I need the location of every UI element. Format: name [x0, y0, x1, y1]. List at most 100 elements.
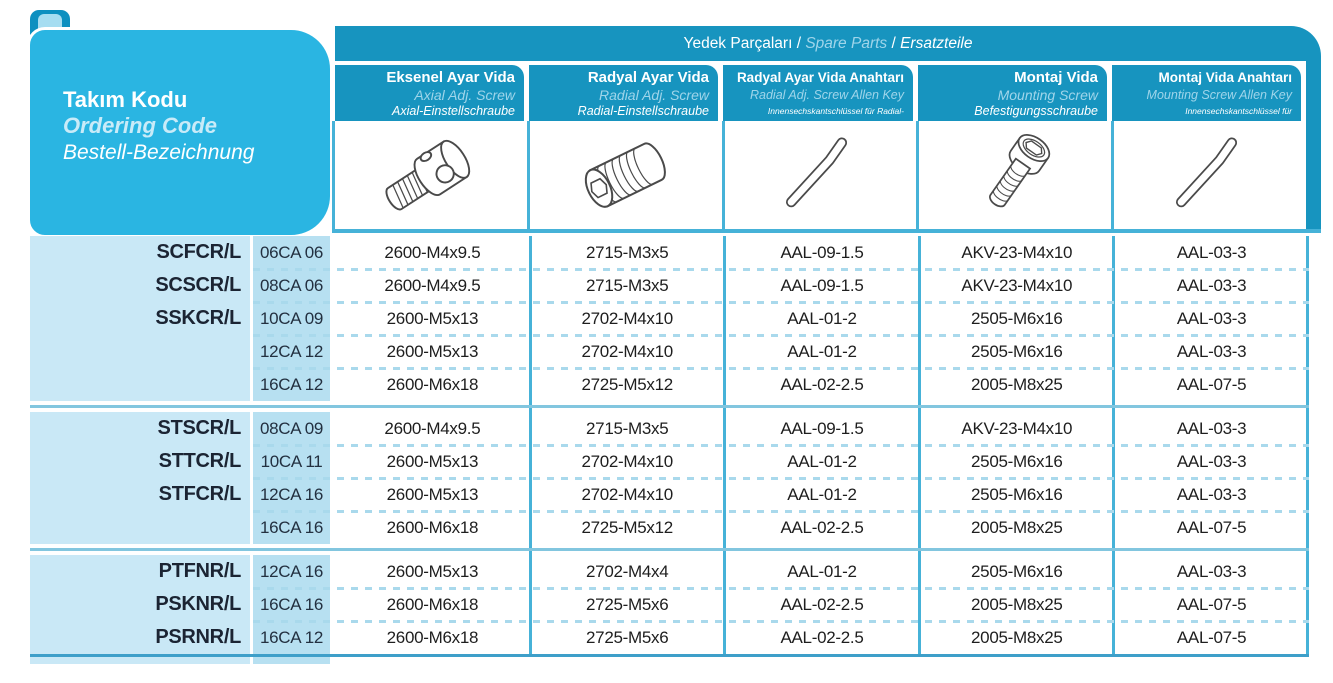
part-number-cell-col3: AAL-01-2 [787, 308, 857, 328]
ordering-code-label: PTFNR/L [30, 555, 250, 588]
size-code-cell: 12CA 12 [253, 335, 330, 368]
part-number-cell-col2: 2702-M4x10 [581, 341, 673, 361]
size-code-cell: 16CA 16 [253, 588, 330, 621]
part-number-cell-col3: AAL-02-2.5 [780, 517, 864, 537]
part-number-cell-col1: 2600-M4x9.5 [384, 275, 481, 295]
column-header-1-de: Axial-Einstellschraube [392, 104, 515, 118]
column-header-2-tr: Radyal Ayar Vida [587, 69, 709, 86]
part-number-cell-col4: 2505-M6x16 [971, 341, 1063, 361]
part-number-cell-col1: 2600-M5x13 [386, 484, 479, 504]
part-number-cell-col3: AAL-01-2 [787, 484, 857, 504]
part-number-cell-col5: AAL-03-3 [1176, 418, 1247, 438]
part-number-cell-col3: AAL-09-1.5 [780, 275, 864, 295]
part-number-cell-col5: AAL-03-3 [1176, 451, 1247, 471]
spare-parts-title-de: Ersatzteile [900, 34, 973, 52]
table-row: SCFCR/L 06CA 06 2600-M4x9.5 2715-M3x5 AAL-09… [30, 236, 1309, 271]
part-number-cell-col2: 2702-M4x10 [581, 451, 673, 471]
column-header-4-tr: Montaj Vida [1014, 69, 1098, 86]
ordering-code-panel: Takım Kodu Ordering Code Bestell-Bezeich… [27, 27, 333, 238]
column-header-1: Eksenel Ayar Vida Axial Adj. Screw Axial-E… [335, 65, 524, 121]
part-number-cell-col1: 2600-M5x13 [386, 451, 479, 471]
part-number-cell-col5: AAL-07-5 [1176, 627, 1247, 647]
ordering-code-label: PSKNR/L [30, 588, 250, 621]
size-code-cell: 06CA 06 [253, 236, 330, 269]
column-header-3-de: Innensechskantschlüssel für Radial-Einst… [767, 106, 904, 116]
part-number-cell-col1: 2600-M5x13 [386, 561, 479, 581]
allen-key-illustration [1111, 121, 1306, 229]
table-row: SSKCR/L 10CA 09 2600-M5x13 2702-M4x10 AAL-01… [30, 302, 1309, 337]
column-header-4: Montaj Vida Mounting Screw Befestigungssch… [918, 65, 1107, 121]
size-code-cell: 12CA 16 [253, 555, 330, 588]
part-number-cell-col2: 2725-M5x12 [581, 517, 673, 537]
part-number-cell-col2: 2702-M4x10 [581, 484, 673, 504]
part-number-cell-col4: 2005-M8x25 [971, 594, 1063, 614]
part-number-cell-col4: 2505-M6x16 [971, 451, 1063, 471]
tool-group-2: STSCR/L 08CA 09 2600-M4x9.5 2715-M3x5 AAL-09… [30, 412, 1309, 544]
cap-screw-icon [989, 134, 1051, 208]
part-number-cell-col5: AAL-03-3 [1176, 561, 1247, 581]
column-header-2-de: Radial-Einstellschraube [577, 104, 709, 118]
part-number-cell-col1: 2600-M5x13 [386, 341, 479, 361]
axial-screw-icon [385, 139, 471, 211]
part-number-cell-col4: 2505-M6x16 [971, 308, 1063, 328]
part-number-cell-col4: 2505-M6x16 [971, 484, 1063, 504]
part-number-cell-col3: AAL-09-1.5 [780, 418, 864, 438]
part-number-cell-col2: 2725-M5x6 [586, 627, 669, 647]
group-separator [30, 544, 1309, 555]
spare-parts-band: Yedek Parçaları / Spare Parts / Ersatzte… [335, 26, 1321, 61]
part-number-cell-col4: AKV-23-M4x10 [961, 242, 1073, 262]
ordering-code-title-tr: Takım Kodu [63, 87, 188, 112]
column-header-5-en: Mounting Screw Allen Key [1146, 88, 1292, 102]
tool-group-1: SCFCR/L 06CA 06 2600-M4x9.5 2715-M3x5 AAL-09… [30, 236, 1309, 401]
part-number-cell-col5: AAL-03-3 [1176, 275, 1247, 295]
column-header-3: Radyal Ayar Vida Anahtarı Radial Adj. Scr… [723, 65, 913, 121]
ordering-code-label [30, 335, 250, 368]
column-header-2: Radyal Ayar Vida Radial Adj. Screw Radial-… [529, 65, 718, 121]
column-footer-extension [253, 657, 330, 664]
table-row: STSCR/L 08CA 09 2600-M4x9.5 2715-M3x5 AAL-09… [30, 412, 1309, 447]
column-header-1-tr: Eksenel Ayar Vida [386, 69, 515, 86]
ordering-code-label [30, 368, 250, 401]
part-number-cell-col1: 2600-M4x9.5 [384, 242, 481, 262]
allen-key-icon [1176, 137, 1238, 208]
part-number-cell-col2: 2725-M5x6 [586, 594, 669, 614]
part-number-cell-col3: AAL-02-2.5 [780, 374, 864, 394]
table-bottom-border [30, 654, 1309, 657]
part-illustrations-row [332, 121, 1306, 229]
column-header-5-tr: Montaj Vida Anahtarı [1158, 70, 1292, 85]
part-number-cell-col5: AAL-03-3 [1176, 242, 1247, 262]
spare-parts-title-en: Spare Parts [805, 34, 888, 52]
part-number-cell-col1: 2600-M6x18 [386, 517, 479, 537]
right-edge-strip [1306, 58, 1321, 232]
size-code-cell: 16CA 12 [253, 621, 330, 654]
column-header-5: Montaj Vida Anahtarı Mounting Screw Allen… [1112, 65, 1301, 121]
part-number-cell-col3: AAL-09-1.5 [780, 242, 864, 262]
ordering-code-label [30, 511, 250, 544]
part-number-cell-col1: 2600-M6x18 [386, 374, 479, 394]
column-header-3-tr: Radyal Ayar Vida Anahtarı [736, 70, 904, 85]
part-number-cell-col5: AAL-07-5 [1176, 594, 1247, 614]
ordering-code-title-en: Ordering Code [63, 113, 218, 139]
size-code-cell: 08CA 09 [253, 412, 330, 445]
part-number-cell-col2: 2715-M3x5 [586, 418, 669, 438]
ordering-code-label: STSCR/L [30, 412, 250, 445]
ordering-code-label: SCSCR/L [30, 269, 250, 302]
ordering-code-label: STTCR/L [30, 445, 250, 478]
size-code-cell: 10CA 09 [253, 302, 330, 335]
part-number-cell-col5: AAL-07-5 [1176, 374, 1247, 394]
parts-table: SCFCR/L 06CA 06 2600-M4x9.5 2715-M3x5 AAL-09… [30, 236, 1309, 666]
part-number-cell-col4: AKV-23-M4x10 [961, 275, 1073, 295]
table-row: PSKNR/L 16CA 16 2600-M6x18 2725-M5x6 AAL-02-… [30, 588, 1309, 623]
allen-key-icon [786, 137, 848, 208]
part-number-cell-col3: AAL-01-2 [787, 341, 857, 361]
part-number-cell-col3: AAL-02-2.5 [780, 627, 864, 647]
size-code-cell: 16CA 12 [253, 368, 330, 401]
column-header-2-en: Radial Adj. Screw [599, 87, 709, 103]
ordering-code-label: SCFCR/L [30, 236, 250, 269]
part-number-cell-col1: 2600-M6x18 [386, 594, 479, 614]
table-row: STFCR/L 12CA 16 2600-M5x13 2702-M4x10 AAL-01… [30, 478, 1309, 513]
table-row: PSRNR/L 16CA 12 2600-M6x18 2725-M5x6 AAL-02-… [30, 621, 1309, 654]
table-row: STTCR/L 10CA 11 2600-M5x13 2702-M4x10 AAL-01… [30, 445, 1309, 480]
column-header-3-en: Radial Adj. Screw Allen Key [749, 88, 904, 102]
table-row: PTFNR/L 12CA 16 2600-M5x13 2702-M4x4 AAL-01-… [30, 555, 1309, 590]
